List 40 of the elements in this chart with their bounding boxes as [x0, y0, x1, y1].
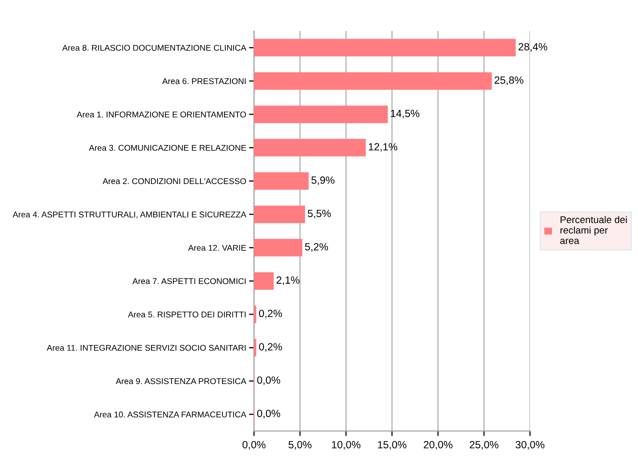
y-tick-label: Area 1. INFORMAZIONE E ORIENTAMENTO	[76, 112, 246, 118]
x-tick-label: 0,0%	[242, 440, 266, 450]
data-label: 12,1%	[368, 143, 398, 152]
data-label: 0,2%	[259, 343, 282, 352]
x-tick-label: 20,0%	[424, 440, 452, 450]
x-tick-label: 5,0%	[288, 440, 312, 450]
y-tick-label: Area 7. ASPETTI ECONOMICI	[132, 278, 246, 284]
data-label: 0,0%	[257, 410, 280, 418]
y-tick-label: Area 10. ASSISTENZA FARMACEUTICA	[94, 412, 246, 418]
x-tick-label: 25,0%	[470, 440, 498, 450]
bar	[254, 72, 492, 90]
data-label: 0,0%	[257, 376, 280, 386]
data-label: 5,9%	[311, 176, 334, 186]
bar	[254, 138, 366, 156]
x-tick-label: 10,0%	[332, 440, 360, 450]
bar	[254, 238, 302, 256]
legend-label: Percentuale dei reclami per area	[560, 216, 627, 244]
data-label: 25,8%	[494, 76, 524, 86]
y-tick-label: Area 11. INTEGRAZIONE SERVIZI SOCIO SANITARI	[46, 344, 246, 351]
data-label: 5,2%	[305, 243, 328, 252]
y-tick-label: Area 8. RILASCIO DOCUMENTAZIONE CLINICA	[62, 44, 246, 51]
y-tick-label: Area 6. PRESTAZIONI	[162, 78, 246, 84]
data-label: 28,4%	[518, 43, 548, 52]
y-tick-label: Area 12. VARIE	[188, 244, 246, 251]
bar	[254, 272, 274, 290]
x-tick-label: 30,0%	[516, 440, 544, 450]
y-tick-label: Area 2. CONDIZIONI DELL'ACCESSO	[102, 178, 246, 184]
data-label: 5,5%	[308, 210, 331, 218]
bar	[254, 172, 309, 190]
y-tick-label: Area 3. COMUNICAZIONE E RELAZIONE	[88, 144, 246, 151]
data-label: 0,2%	[259, 310, 282, 318]
bar	[254, 106, 388, 124]
y-tick-label: Area 5. RISPETTO DEI DIRITTI	[128, 312, 246, 318]
data-label: 14,5%	[390, 110, 420, 118]
bar	[254, 206, 306, 224]
data-label: 2,1%	[276, 276, 300, 286]
y-tick-label: Area 9. ASSISTENZA PROTESICA	[116, 378, 246, 384]
y-tick-label: Area 4. ASPETTI STRUTTURALI, AMBIENTALI E SICUREZZA	[12, 212, 246, 218]
bar	[254, 38, 516, 56]
x-tick-label: 15,0%	[378, 440, 406, 450]
